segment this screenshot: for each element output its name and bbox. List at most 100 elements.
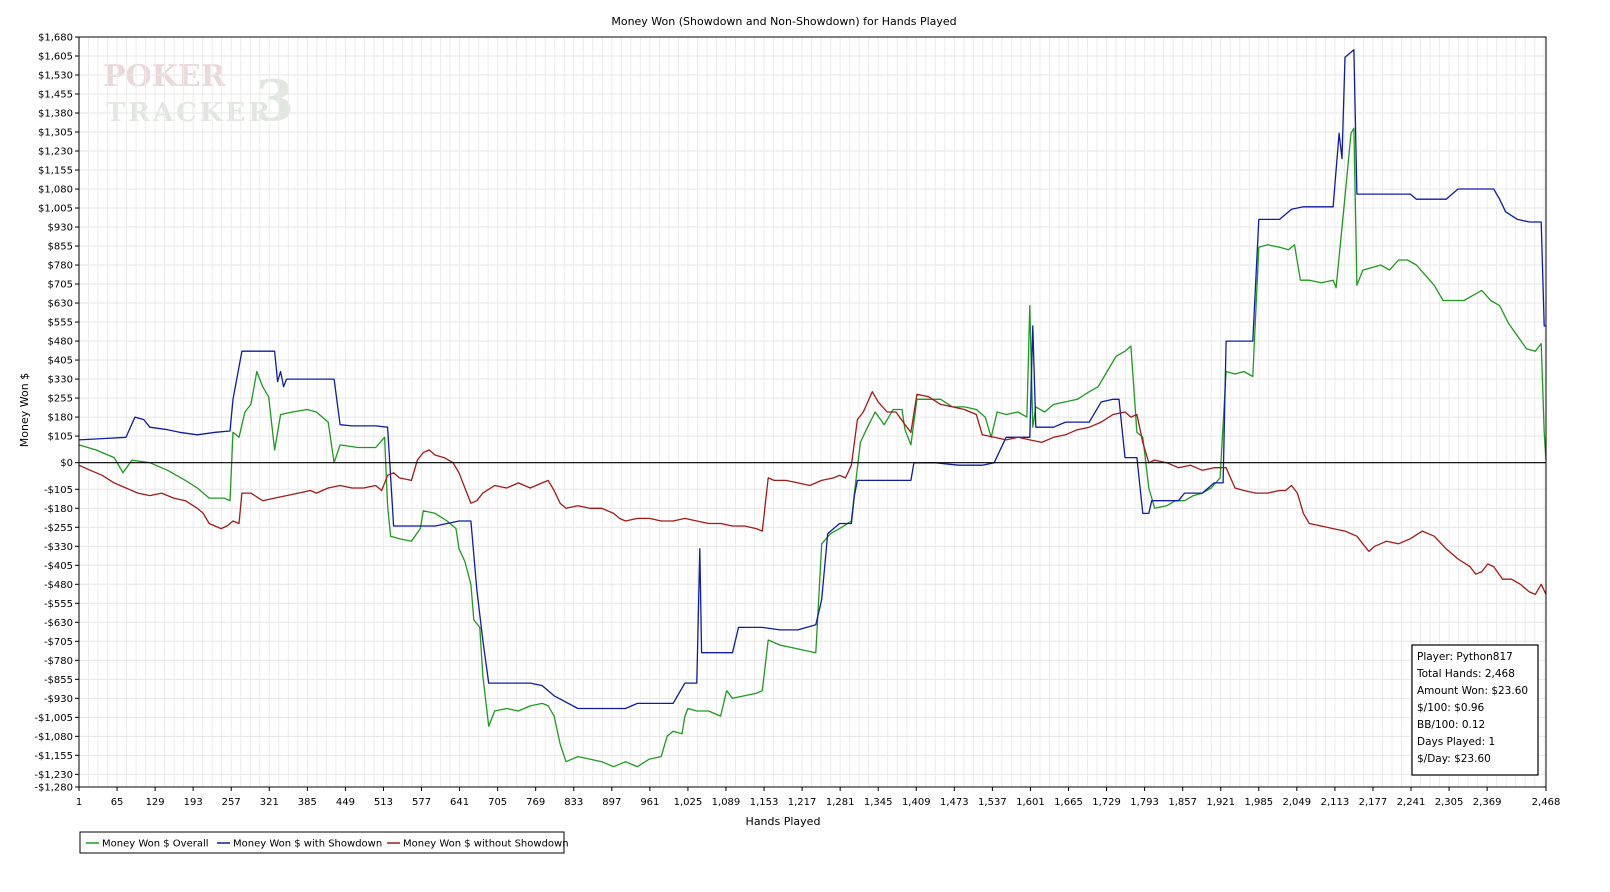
y-tick-label: -$1,230 (34, 770, 73, 781)
stats-amount-won: Amount Won: $23.60 (1417, 685, 1528, 697)
x-tick-label: 1,793 (1130, 797, 1159, 808)
series-line-overall (78, 127, 1547, 768)
stats-days-played: Days Played: 1 (1417, 736, 1495, 748)
x-tick-label: 1,345 (864, 797, 893, 808)
series-line-showdown (78, 49, 1546, 710)
series-lines (78, 49, 1547, 768)
x-tick-label: 1,153 (750, 797, 779, 808)
y-tick-label: $1,305 (38, 128, 73, 139)
plot-frame (78, 36, 1547, 788)
x-axis-ticks: 1 65 129 193 257 321 385 449 513 577 641 705 769 833 8… (76, 787, 1561, 808)
y-tick-label: $1,080 (38, 185, 73, 196)
stats-per-100: $/100: $0.96 (1417, 702, 1485, 714)
x-tick-label: 321 (260, 797, 279, 808)
y-tick-label: $1,605 (38, 52, 73, 63)
x-tick-label: 449 (336, 797, 355, 808)
series-line-non-showdown (78, 391, 1547, 596)
y-tick-label: $555 (48, 318, 73, 329)
y-tick-label: -$630 (44, 618, 73, 629)
y-tick-label: $105 (48, 432, 73, 443)
y-tick-label: $0 (60, 458, 73, 469)
legend-label-showdown: Money Won $ with Showdown (233, 839, 382, 850)
y-tick-label: -$780 (44, 656, 73, 667)
y-tick-label: -$180 (44, 504, 73, 515)
y-tick-label: $330 (48, 375, 73, 386)
x-tick-label: 1,217 (788, 797, 817, 808)
y-tick-label: $1,155 (38, 166, 73, 177)
y-tick-label: $1,230 (38, 147, 73, 158)
y-tick-label: $1,380 (38, 109, 73, 120)
x-tick-label: 257 (222, 797, 241, 808)
x-tick-label: 65 (111, 797, 124, 808)
x-tick-label: 2,049 (1283, 797, 1312, 808)
stats-bb-100: BB/100: 0.12 (1417, 719, 1485, 731)
y-tick-label: -$405 (44, 561, 73, 572)
x-tick-label: 2,305 (1435, 797, 1464, 808)
x-tick-label: 833 (564, 797, 583, 808)
y-tick-label: -$255 (44, 523, 73, 534)
x-tick-label: 1,473 (940, 797, 969, 808)
y-tick-label: $1,680 (38, 33, 73, 44)
y-axis-ticks: $1,680 $1,605 $1,530 $1,455 $1,380 $1,305 $1,2… (34, 33, 79, 794)
x-tick-label: 385 (298, 797, 317, 808)
watermark-number: 3 (255, 68, 294, 134)
x-tick-label: 769 (526, 797, 545, 808)
y-tick-label: -$930 (44, 694, 73, 705)
x-tick-label: 2,113 (1321, 797, 1350, 808)
x-tick-label: 2,241 (1397, 797, 1426, 808)
y-tick-label: -$705 (44, 637, 73, 648)
stats-total-hands: Total Hands: 2,468 (1416, 668, 1515, 680)
x-tick-label: 2,369 (1473, 797, 1502, 808)
x-tick-label: 1,729 (1092, 797, 1121, 808)
x-tick-label: 961 (640, 797, 659, 808)
grid (78, 36, 1546, 788)
x-tick-label: 1,089 (712, 797, 741, 808)
x-tick-label: 897 (602, 797, 621, 808)
x-tick-label: 1,025 (674, 797, 703, 808)
x-tick-label: 2,468 (1532, 797, 1561, 808)
x-tick-label: 1,537 (978, 797, 1007, 808)
x-tick-label: 1,409 (902, 797, 931, 808)
x-tick-label: 513 (374, 797, 393, 808)
stats-per-day: $/Day: $23.60 (1417, 753, 1491, 765)
y-tick-label: $1,455 (38, 90, 73, 101)
y-tick-label: -$1,005 (34, 713, 73, 724)
y-tick-label: $405 (48, 356, 73, 367)
stats-player: Player: Python817 (1417, 651, 1513, 663)
chart-title: Money Won (Showdown and Non-Showdown) fo… (611, 15, 956, 28)
x-tick-label: 1 (76, 797, 82, 808)
poker-tracker-watermark: POKER TRACKER 3 (103, 59, 294, 134)
y-tick-label: $630 (48, 299, 73, 310)
legend-label-overall: Money Won $ Overall (102, 839, 209, 850)
stats-box: Player: Python817 Total Hands: 2,468 Amo… (1411, 644, 1539, 776)
y-tick-label: $930 (48, 223, 73, 234)
x-tick-label: 1,665 (1054, 797, 1083, 808)
x-tick-label: 705 (488, 797, 507, 808)
y-tick-label: $480 (48, 337, 73, 348)
y-tick-label: $705 (48, 280, 73, 291)
y-tick-label: $1,005 (38, 204, 73, 215)
y-tick-label: -$555 (44, 599, 73, 610)
y-tick-label: -$855 (44, 675, 73, 686)
y-tick-label: -$480 (44, 580, 73, 591)
x-tick-label: 1,857 (1168, 797, 1197, 808)
legend-label-non-showdown: Money Won $ without Showdown (403, 839, 569, 850)
legend: Money Won $ Overall Money Won $ with Sho… (79, 831, 569, 854)
y-tick-label: $780 (48, 261, 73, 272)
x-tick-label: 1,281 (826, 797, 855, 808)
y-tick-label: $180 (48, 413, 73, 424)
x-tick-label: 1,921 (1206, 797, 1235, 808)
x-tick-label: 577 (412, 797, 431, 808)
x-tick-label: 1,985 (1244, 797, 1273, 808)
y-tick-label: $855 (48, 242, 73, 253)
x-tick-label: 129 (146, 797, 165, 808)
x-axis-title: Hands Played (746, 815, 821, 828)
y-tick-label: $255 (48, 394, 73, 405)
y-tick-label: $1,530 (38, 71, 73, 82)
x-tick-label: 2,177 (1359, 797, 1388, 808)
y-tick-label: -$1,280 (34, 783, 73, 794)
x-tick-label: 641 (450, 797, 469, 808)
x-tick-label: 193 (184, 797, 203, 808)
y-tick-label: -$1,155 (34, 751, 73, 762)
